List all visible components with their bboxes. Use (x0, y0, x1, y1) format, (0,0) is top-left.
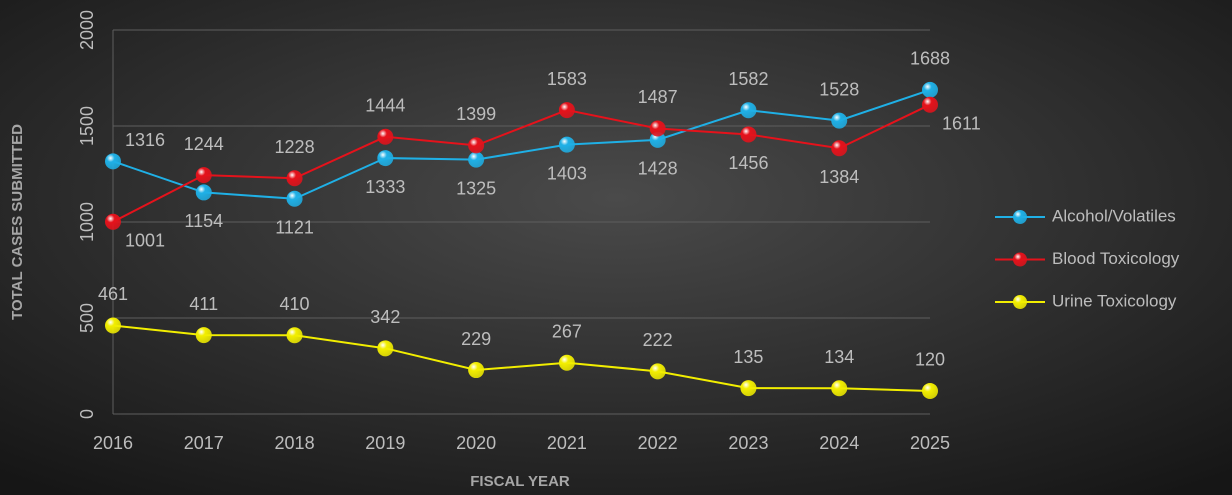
data-label: 135 (733, 347, 763, 367)
data-label: 134 (824, 347, 854, 367)
data-point (468, 362, 485, 379)
y-tick-label: 1500 (77, 106, 97, 146)
legend-label: Blood Toxicology (1052, 249, 1180, 268)
data-label: 1582 (728, 69, 768, 89)
data-label: 1384 (819, 167, 859, 187)
data-label: 120 (915, 350, 945, 370)
data-label: 222 (643, 330, 673, 350)
data-label: 1611 (942, 113, 981, 133)
data-label: 1688 (910, 49, 950, 69)
series-line (112, 88, 931, 200)
y-axis-title: TOTAL CASES SUBMITTED (9, 124, 26, 320)
x-tick-label: 2023 (728, 433, 768, 453)
legend-label: Alcohol/Volatiles (1052, 206, 1176, 225)
data-point (831, 112, 848, 129)
data-label: 1154 (184, 211, 223, 231)
data-point (105, 153, 121, 170)
x-tick-label: 2019 (365, 433, 405, 453)
data-point (740, 126, 757, 143)
data-label: 1316 (125, 130, 165, 150)
data-point (105, 213, 121, 230)
data-label: 1444 (365, 96, 405, 116)
data-label: 1487 (638, 87, 678, 107)
data-label: 1583 (547, 69, 587, 89)
data-label: 1244 (184, 134, 224, 154)
data-point (468, 137, 485, 154)
data-label: 1333 (365, 177, 405, 197)
data-point (286, 190, 303, 207)
data-point (649, 120, 666, 137)
x-tick-label: 2017 (184, 433, 224, 453)
x-tick-label: 2016 (93, 433, 133, 453)
data-point (740, 380, 757, 397)
data-point (558, 136, 575, 153)
data-label: 1456 (728, 153, 768, 173)
data-label: 1528 (819, 79, 859, 99)
data-point (831, 140, 848, 157)
y-tick-label: 0 (77, 409, 97, 419)
y-tick-label: 500 (77, 303, 97, 333)
data-point (649, 131, 666, 148)
data-label: 342 (370, 307, 400, 327)
data-point (286, 327, 303, 344)
x-tick-label: 2020 (456, 433, 496, 453)
data-point (195, 327, 212, 344)
data-point (922, 96, 938, 113)
data-point (377, 340, 394, 357)
data-point (558, 354, 575, 371)
data-label: 1428 (638, 159, 678, 179)
data-label: 267 (552, 321, 582, 341)
data-point (922, 382, 938, 399)
data-label: 1403 (547, 163, 587, 183)
data-label: 1228 (275, 137, 315, 157)
x-tick-label: 2018 (275, 433, 315, 453)
data-point (286, 170, 303, 187)
data-label: 410 (280, 294, 310, 314)
data-point (195, 167, 212, 184)
legend-marker (1013, 252, 1027, 267)
data-point (831, 380, 848, 397)
data-point (377, 150, 394, 167)
data-point (922, 81, 938, 98)
data-point (558, 102, 575, 119)
data-label: 1325 (456, 178, 496, 198)
x-tick-label: 2025 (910, 433, 950, 453)
data-point (740, 102, 757, 119)
data-point (649, 363, 666, 380)
data-label: 1399 (456, 104, 496, 124)
data-point (105, 317, 121, 334)
series-line (112, 103, 931, 223)
data-label: 461 (98, 284, 128, 304)
data-point (377, 128, 394, 145)
data-point (195, 184, 212, 201)
legend-marker (1013, 210, 1027, 224)
data-label: 229 (461, 329, 491, 349)
y-tick-label: 1000 (77, 202, 97, 242)
series-line (112, 324, 931, 392)
x-tick-label: 2022 (638, 433, 678, 453)
legend-label: Urine Toxicology (1052, 291, 1177, 310)
data-point (468, 151, 485, 168)
x-tick-label: 2024 (819, 433, 859, 453)
legend-marker (1013, 295, 1027, 309)
data-label: 1001 (125, 231, 165, 251)
x-axis-title: FISCAL YEAR (470, 473, 570, 490)
x-tick-label: 2021 (547, 433, 587, 453)
y-tick-label: 2000 (77, 10, 97, 50)
data-label: 1121 (275, 218, 314, 238)
data-label: 411 (189, 294, 218, 314)
